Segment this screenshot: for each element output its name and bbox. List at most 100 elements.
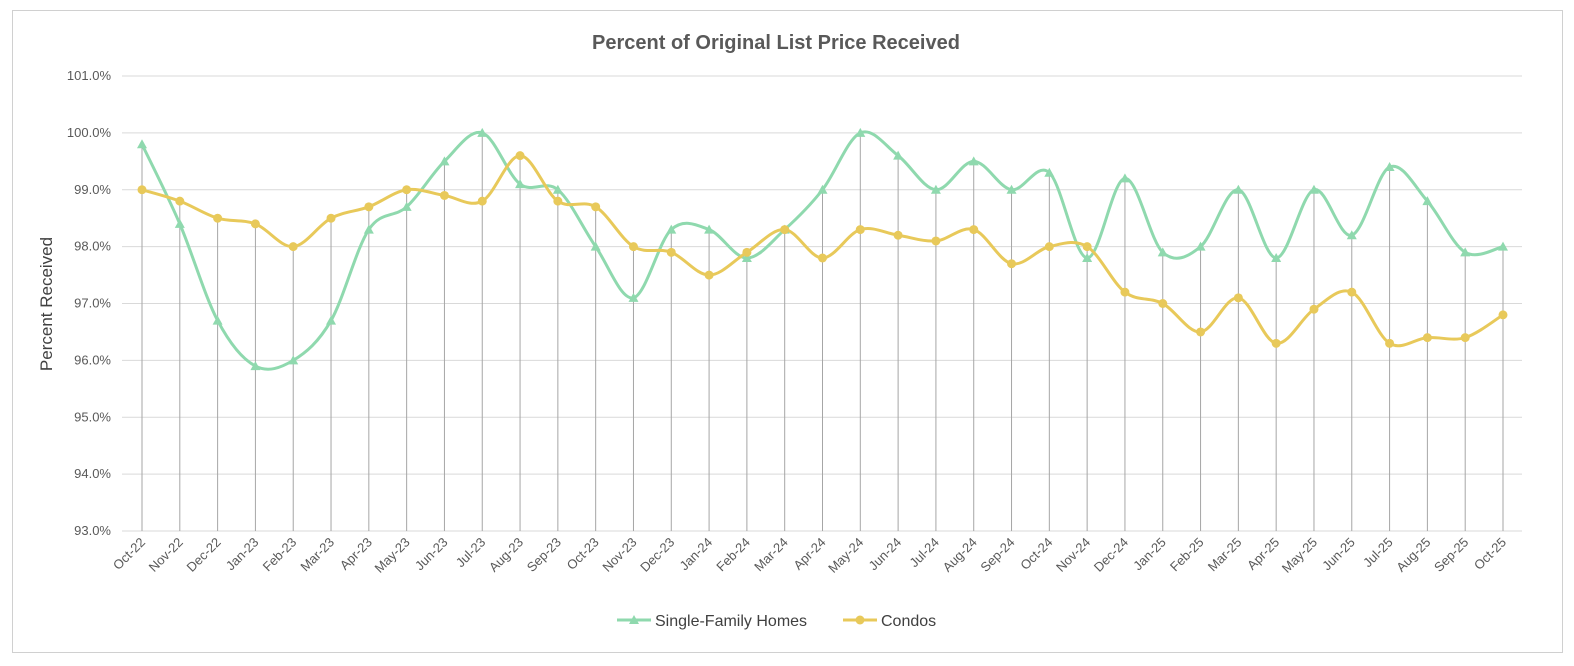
data-point-condos	[402, 185, 412, 195]
legend-marker-condos	[855, 615, 865, 625]
data-point-condos	[1460, 333, 1470, 343]
x-tick-label: May-24	[825, 535, 866, 576]
x-tick-label: Jul-24	[906, 535, 942, 571]
x-tick-label: Apr-25	[1244, 535, 1282, 573]
x-tick-label: Mar-25	[1205, 535, 1245, 575]
data-point-single-family-homes	[893, 150, 904, 160]
data-point-condos	[288, 242, 298, 252]
legend-label-single-family-homes: Single-Family Homes	[655, 613, 807, 630]
x-tick-label: Aug-23	[486, 535, 526, 575]
data-point-condos	[515, 151, 525, 161]
x-tick-label: Oct-22	[110, 535, 148, 573]
data-point-single-family-homes	[741, 253, 752, 262]
x-tick-label: Mar-24	[751, 535, 791, 575]
data-point-condos	[704, 270, 714, 280]
data-point-single-family-homes	[1006, 184, 1017, 194]
x-tick-label: Jun-23	[412, 535, 451, 574]
x-tick-label: Aug-24	[940, 535, 980, 575]
x-tick-label: Nov-22	[146, 535, 186, 575]
x-tick-label: Nov-23	[599, 535, 639, 575]
y-tick-label: 97.0%	[74, 296, 111, 311]
data-point-single-family-homes	[666, 224, 677, 234]
y-tick-label: 101.0%	[67, 68, 112, 83]
data-point-single-family-homes	[1498, 241, 1508, 251]
x-tick-label: Mar-23	[297, 535, 337, 575]
data-point-single-family-homes	[174, 218, 185, 228]
data-point-condos	[1309, 304, 1319, 314]
y-tick-label: 94.0%	[74, 466, 111, 481]
x-tick-label: Dec-23	[637, 535, 677, 575]
x-tick-label: Apr-24	[790, 535, 828, 573]
data-point-single-family-homes	[1422, 196, 1433, 206]
x-tick-label: Jan-25	[1130, 535, 1169, 574]
x-tick-label: Jun-24	[866, 535, 905, 574]
y-tick-label: 95.0%	[74, 409, 111, 424]
x-tick-label: Oct-23	[564, 535, 602, 573]
data-point-condos	[1385, 338, 1395, 348]
x-tick-label: Dec-22	[183, 535, 223, 575]
data-point-single-family-homes	[212, 315, 223, 325]
x-tick-label: Oct-25	[1471, 535, 1509, 573]
data-point-single-family-homes	[477, 127, 488, 137]
data-point-condos	[213, 213, 223, 223]
data-point-condos	[477, 196, 487, 206]
legend-marker-single-family-homes	[629, 615, 639, 624]
data-point-condos	[1498, 310, 1508, 320]
data-point-condos	[628, 242, 638, 252]
y-tick-label: 96.0%	[74, 352, 111, 367]
data-point-condos	[666, 247, 676, 257]
data-point-condos	[1422, 333, 1432, 343]
data-point-single-family-homes	[250, 361, 261, 371]
data-point-single-family-homes	[817, 184, 828, 194]
data-point-condos	[1158, 299, 1168, 308]
data-point-condos	[1271, 338, 1281, 348]
data-point-condos	[818, 253, 827, 263]
data-point-condos	[1082, 242, 1092, 252]
data-point-single-family-homes	[590, 241, 601, 251]
data-point-single-family-homes	[930, 184, 941, 194]
x-tick-label: Sep-23	[524, 535, 564, 575]
data-point-condos	[1196, 327, 1206, 337]
x-tick-label: Jul-25	[1360, 535, 1396, 571]
chart-title: Percent of Original List Price Received	[592, 32, 960, 54]
data-point-condos	[364, 202, 374, 212]
data-point-condos	[893, 230, 903, 240]
data-point-single-family-homes	[1271, 253, 1282, 262]
x-tick-label: May-25	[1279, 535, 1320, 576]
data-point-single-family-homes	[1460, 247, 1471, 257]
x-tick-label: Feb-25	[1167, 535, 1207, 575]
x-tick-label: Jan-24	[676, 535, 715, 574]
x-tick-label: Nov-24	[1053, 535, 1093, 575]
data-point-single-family-homes	[1119, 173, 1130, 183]
data-point-single-family-homes	[515, 179, 526, 189]
data-point-single-family-homes	[1233, 184, 1244, 194]
y-tick-label: 93.0%	[74, 523, 111, 538]
data-point-single-family-homes	[855, 127, 866, 137]
x-tick-label: Sep-25	[1431, 535, 1471, 575]
data-point-condos	[553, 196, 563, 206]
data-point-condos	[1233, 293, 1243, 303]
data-point-condos	[931, 236, 941, 246]
data-point-single-family-homes	[1157, 247, 1168, 257]
data-point-condos	[1044, 242, 1054, 252]
data-point-condos	[137, 185, 147, 195]
data-point-condos	[1347, 287, 1357, 297]
x-tick-label: Sep-24	[977, 535, 1017, 575]
data-point-single-family-homes	[1195, 241, 1206, 251]
x-tick-label: Jan-23	[223, 535, 262, 574]
data-point-condos	[969, 225, 979, 235]
x-tick-label: Apr-23	[337, 535, 375, 573]
data-point-condos	[250, 219, 260, 229]
data-point-single-family-homes	[401, 201, 412, 211]
data-point-condos	[591, 202, 601, 212]
data-point-single-family-homes	[704, 224, 715, 234]
x-tick-label: Dec-24	[1091, 535, 1131, 575]
chart-frame	[12, 10, 1563, 653]
x-tick-label: Jul-23	[453, 535, 489, 571]
y-tick-label: 100.0%	[67, 125, 112, 140]
data-point-single-family-homes	[1082, 253, 1093, 262]
x-tick-label: Feb-24	[713, 535, 753, 575]
x-tick-label: Jun-25	[1319, 535, 1358, 574]
y-axis-label: Percent Received	[37, 237, 56, 371]
